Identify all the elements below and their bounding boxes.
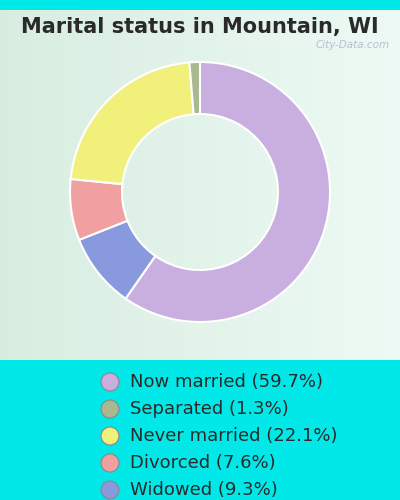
Wedge shape [71,62,194,184]
Wedge shape [70,179,128,240]
Text: City-Data.com: City-Data.com [316,40,390,50]
Circle shape [101,427,119,445]
Text: Divorced (7.6%): Divorced (7.6%) [130,454,276,472]
Wedge shape [126,62,330,322]
Circle shape [101,400,119,418]
Wedge shape [189,62,200,114]
Text: Now married (59.7%): Now married (59.7%) [130,373,323,391]
Circle shape [101,481,119,499]
Text: Separated (1.3%): Separated (1.3%) [130,400,289,418]
Text: Never married (22.1%): Never married (22.1%) [130,427,338,445]
Wedge shape [79,220,155,298]
Text: Widowed (9.3%): Widowed (9.3%) [130,481,278,499]
Circle shape [101,454,119,472]
Text: Marital status in Mountain, WI: Marital status in Mountain, WI [21,18,379,38]
Circle shape [101,373,119,391]
